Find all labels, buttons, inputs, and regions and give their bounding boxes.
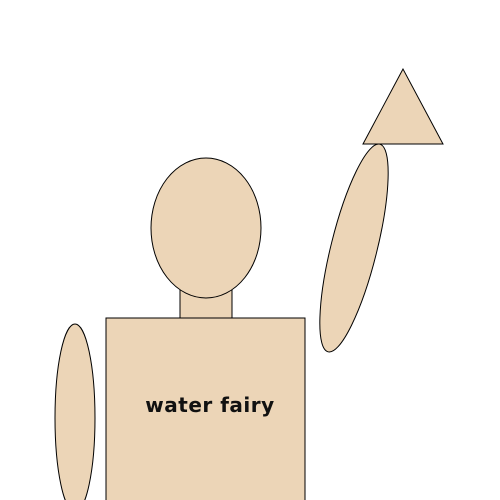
left-arm [54,323,96,500]
right-arm [319,143,389,353]
head [150,157,262,299]
torso [105,317,306,500]
shirt-text: water fairy [145,393,274,417]
wand-triangle [362,67,444,145]
